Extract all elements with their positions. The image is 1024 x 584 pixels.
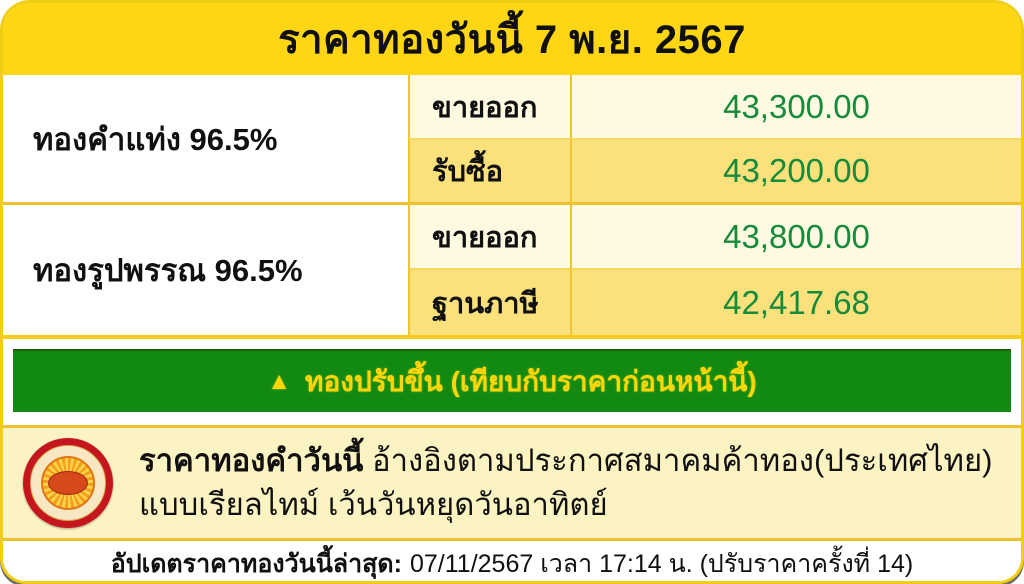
price-up-banner: ▲ ทองปรับขึ้น (เทียบกับราคาก่อนหน้านี้) [13, 349, 1011, 412]
price-tax-base: 42,417.68 [570, 270, 1021, 335]
reference-info-body: อ้างอิงตามประกาศสมาคมค้าทอง(ประเทศไทย) แ… [139, 442, 993, 522]
price-gold-bar-buy: 43,200.00 [570, 140, 1021, 205]
update-status-value: 07/11/2567 เวลา 17:14 น. (ปรับราคาครั้งท… [410, 549, 914, 578]
logo-core [48, 471, 88, 495]
group-label-gold-ornament: ทองรูปพรรณ 96.5% [3, 205, 408, 335]
group-label-gold-bar: ทองคำแท่ง 96.5% [3, 75, 408, 205]
divider-bottom [3, 538, 1021, 541]
reference-info-heading: ราคาทองคำวันนี้ [139, 442, 364, 478]
price-ornament-sell: 43,800.00 [570, 205, 1021, 270]
row-label-buy: รับซื้อ [408, 140, 570, 205]
price-gold-bar-sell: 43,300.00 [570, 75, 1021, 140]
change-banner-section: ▲ ทองปรับขึ้น (เทียบกับราคาก่อนหน้านี้) [3, 339, 1021, 425]
update-status-label: อัปเดตราคาทองวันนี้ล่าสุด: [110, 549, 402, 578]
price-table: ทองคำแท่ง 96.5% ขายออก 43,300.00 รับซื้อ… [3, 75, 1021, 339]
reference-info-section: ราคาทองคำวันนี้ อ้างอิงตามประกาศสมาคมค้า… [3, 428, 1021, 538]
up-arrow-icon: ▲ [267, 367, 291, 395]
update-status-bar: อัปเดตราคาทองวันนี้ล่าสุด: 07/11/2567 เว… [3, 541, 1021, 581]
gold-traders-association-logo-icon [23, 438, 113, 528]
page-title: ราคาทองวันนี้ 7 พ.ย. 2567 [278, 18, 746, 62]
reference-info-text: ราคาทองคำวันนี้ อ้างอิงตามประกาศสมาคมค้า… [139, 439, 993, 527]
row-label-tax-base: ฐานภาษี [408, 270, 570, 335]
price-up-banner-text: ทองปรับขึ้น (เทียบกับราคาก่อนหน้านี้) [305, 365, 757, 397]
header: ราคาทองวันนี้ 7 พ.ย. 2567 [3, 3, 1021, 75]
row-label-sell: ขายออก [408, 75, 570, 140]
divider-top [3, 425, 1021, 428]
row-label-sell-2: ขายออก [408, 205, 570, 270]
